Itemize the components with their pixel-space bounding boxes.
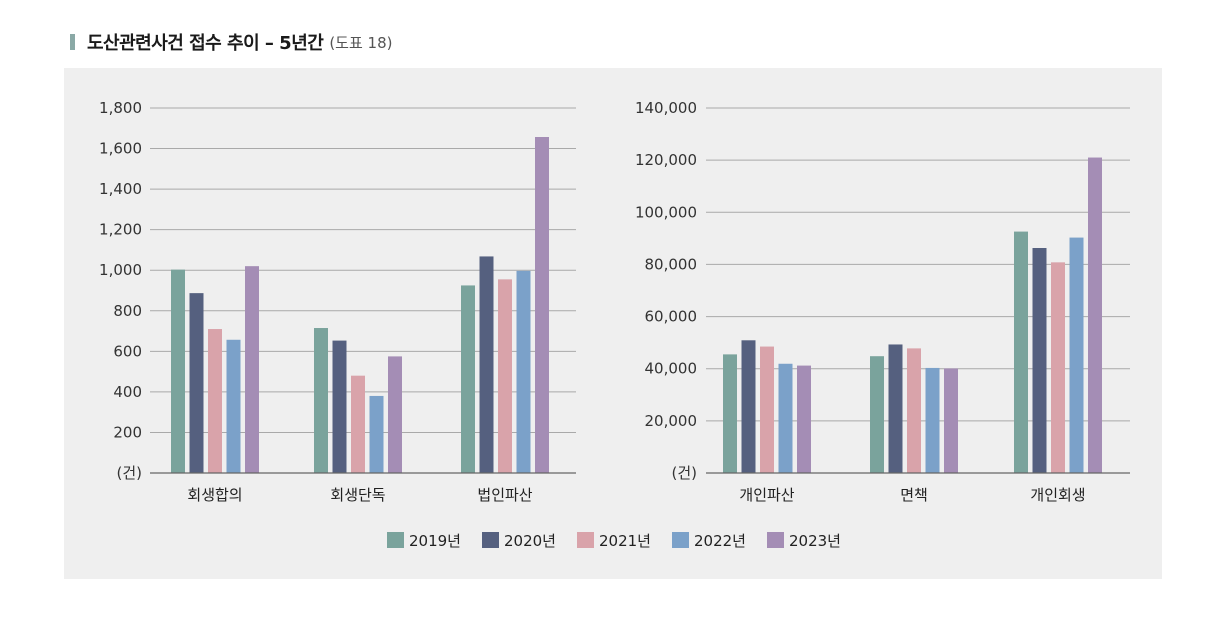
legend-swatch-2021년 [577,532,594,548]
legend-swatch-2023년 [767,532,784,548]
bar-2023년-개인회생 [1088,157,1102,474]
bar-2020년-회생합의 [189,293,204,473]
y-tick-label: 600 [113,342,142,360]
legend-label: 2021년 [599,532,651,550]
bar-2021년-회생합의 [208,329,222,473]
x-category-label: 법인파산 [477,486,532,504]
bar-2019년-법인파산 [461,285,475,473]
bar-2022년-회생단독 [369,395,384,473]
legend-label: 2019년 [409,532,461,550]
chart-subtitle: (도표 18) [329,33,393,52]
bar-2019년-개인회생 [1014,231,1028,473]
bar-2020년-면책 [888,344,903,473]
legend-label: 2020년 [504,532,556,550]
y-tick-label: 1,400 [99,180,142,198]
legend-label: 2022년 [694,532,746,550]
bar-2023년-개인파산 [797,365,811,473]
y-unit-label: (건) [116,464,142,482]
bar-2021년-개인파산 [760,346,774,473]
bar-2019년-회생단독 [314,328,328,473]
y-tick-label: 1,800 [99,99,142,117]
bar-2021년-면책 [907,348,921,473]
y-tick-label: 60,000 [645,308,698,326]
bar-2022년-법인파산 [516,270,531,473]
bar-2022년-개인회생 [1069,237,1084,473]
bar-2022년-회생합의 [226,339,241,473]
y-tick-label: 1,000 [99,261,142,279]
bar-2022년-면책 [925,367,940,473]
y-tick-label: 80,000 [645,255,698,273]
bar-2020년-법인파산 [479,256,494,473]
legend-swatch-2020년 [482,532,499,548]
y-tick-label: 400 [113,383,142,401]
bar-2020년-개인회생 [1032,248,1047,473]
y-tick-label: 100,000 [635,203,697,221]
y-tick-label: 800 [113,302,142,320]
y-tick-label: 140,000 [635,99,697,117]
legend-swatch-2019년 [387,532,404,548]
y-tick-label: 200 [113,423,142,441]
chart-title: 도산관련사건 접수 추이 – 5년간 [87,33,324,54]
y-tick-label: 120,000 [635,151,697,169]
x-category-label: 회생합의 [187,486,242,504]
x-category-label: 개인회생 [1030,486,1085,504]
bar-2020년-개인파산 [741,340,756,473]
bar-2019년-면책 [870,356,884,473]
bar-2023년-회생단독 [388,356,402,473]
y-tick-label: 40,000 [645,360,698,378]
bar-2023년-법인파산 [535,136,549,473]
bar-2019년-개인파산 [723,354,737,473]
y-tick-label: 1,200 [99,221,142,239]
y-unit-label: (건) [671,464,697,482]
bar-2021년-회생단독 [351,375,365,473]
y-tick-label: 20,000 [645,412,698,430]
bar-2023년-면책 [944,368,958,473]
bar-2020년-회생단독 [332,340,347,473]
x-category-label: 개인파산 [739,486,794,504]
bar-2022년-개인파산 [778,363,793,473]
bar-2021년-법인파산 [498,279,512,473]
bar-2019년-회생합의 [171,269,185,473]
legend-label: 2023년 [789,532,841,550]
x-category-label: 회생단독 [330,486,385,504]
legend-swatch-2022년 [672,532,689,548]
y-tick-label: 1,600 [99,140,142,158]
bar-2021년-개인회생 [1051,262,1065,473]
chart-title-area: 도산관련사건 접수 추이 – 5년간 (도표 18) [66,28,392,56]
title-marker [70,34,75,50]
x-category-label: 면책 [900,486,928,504]
bar-2023년-회생합의 [245,266,259,473]
